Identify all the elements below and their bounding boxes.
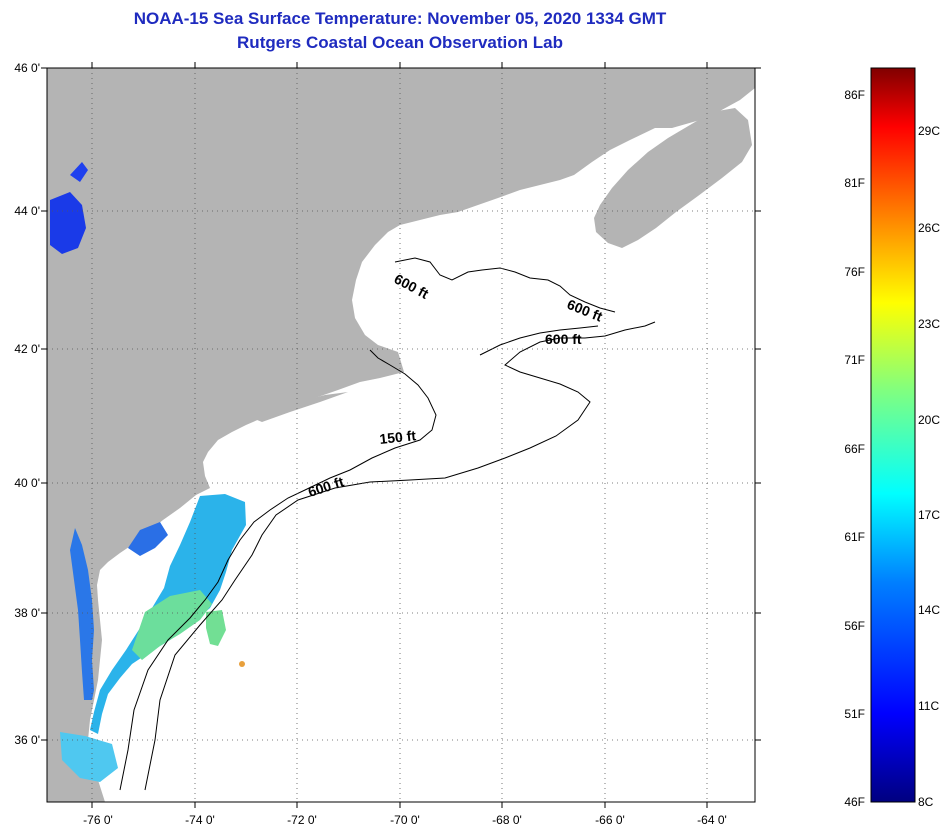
nova-scotia-land: [594, 108, 752, 248]
pamlico-sound: [60, 732, 118, 782]
delaware-bay: [128, 522, 168, 556]
map-frame: [46, 67, 756, 803]
celsius-label: 14C: [918, 603, 940, 617]
contour-georges-bank: [479, 325, 599, 356]
lon-label: -68 0': [492, 813, 522, 827]
map-ticks: [41, 62, 761, 808]
lon-label: -64 0': [697, 813, 727, 827]
lon-label: -72 0': [287, 813, 317, 827]
fahrenheit-label: 46F: [844, 795, 865, 809]
contour-gulf-of-maine: [394, 257, 616, 313]
sst-swath-green: [132, 590, 212, 660]
colorbar-fahrenheit-labels: 86F 81F 76F 71F 66F 61F 56F 51F 46F: [844, 88, 865, 809]
celsius-label: 11C: [918, 699, 939, 713]
lat-label: 38 0': [14, 606, 40, 620]
fahrenheit-label: 76F: [844, 265, 865, 279]
celsius-label: 29C: [918, 124, 940, 138]
contour-labels: 600 ft 600 ft 600 ft 150 ft 600 ft: [306, 271, 605, 500]
contour-label: 600 ft: [545, 331, 582, 347]
inland-lake: [50, 192, 86, 254]
celsius-label: 23C: [918, 317, 940, 331]
contour-150ft: [119, 349, 437, 791]
lon-label: -70 0': [390, 813, 420, 827]
lat-label: 44 0': [14, 204, 40, 218]
celsius-label: 26C: [918, 221, 940, 235]
fahrenheit-label: 61F: [844, 530, 865, 544]
sst-warm-spot: [239, 661, 245, 667]
fahrenheit-label: 71F: [844, 353, 865, 367]
celsius-label: 8C: [918, 795, 934, 809]
fahrenheit-label: 51F: [844, 707, 865, 721]
inland-lake-2: [70, 162, 88, 182]
lon-label: -66 0': [595, 813, 625, 827]
lon-labels: -76 0' -74 0' -72 0' -70 0' -68 0' -66 0…: [83, 813, 727, 827]
map-gridlines: [47, 68, 755, 802]
figure-title: NOAA-15 Sea Surface Temperature: Novembe…: [133, 9, 667, 28]
lat-label: 42 0': [14, 342, 40, 356]
lat-labels: 46 0' 44 0' 42 0' 40 0' 38 0' 36 0': [14, 61, 40, 747]
lat-label: 46 0': [14, 61, 40, 75]
lat-label: 36 0': [14, 733, 40, 747]
colorbar-celsius-labels: 29C 26C 23C 20C 17C 14C 11C 8C: [918, 124, 940, 809]
figure-subtitle: Rutgers Coastal Ocean Observation Lab: [237, 33, 563, 52]
lon-label: -76 0': [83, 813, 113, 827]
mainland-land: [47, 68, 755, 802]
color-scale-bar: [870, 67, 916, 803]
contour-shelf-break: [144, 321, 656, 791]
chesapeake-bay: [70, 528, 94, 700]
fahrenheit-label: 66F: [844, 442, 865, 456]
fahrenheit-label: 81F: [844, 176, 865, 190]
lon-label: -74 0': [185, 813, 215, 827]
contour-label: 150 ft: [379, 427, 417, 447]
map-area: [47, 68, 755, 802]
fahrenheit-label: 56F: [844, 619, 865, 633]
sst-swath-green-2: [206, 610, 226, 646]
long-island-land: [252, 392, 348, 422]
celsius-label: 20C: [918, 413, 940, 427]
lat-label: 40 0': [14, 476, 40, 490]
celsius-label: 17C: [918, 508, 940, 522]
fahrenheit-label: 86F: [844, 88, 865, 102]
